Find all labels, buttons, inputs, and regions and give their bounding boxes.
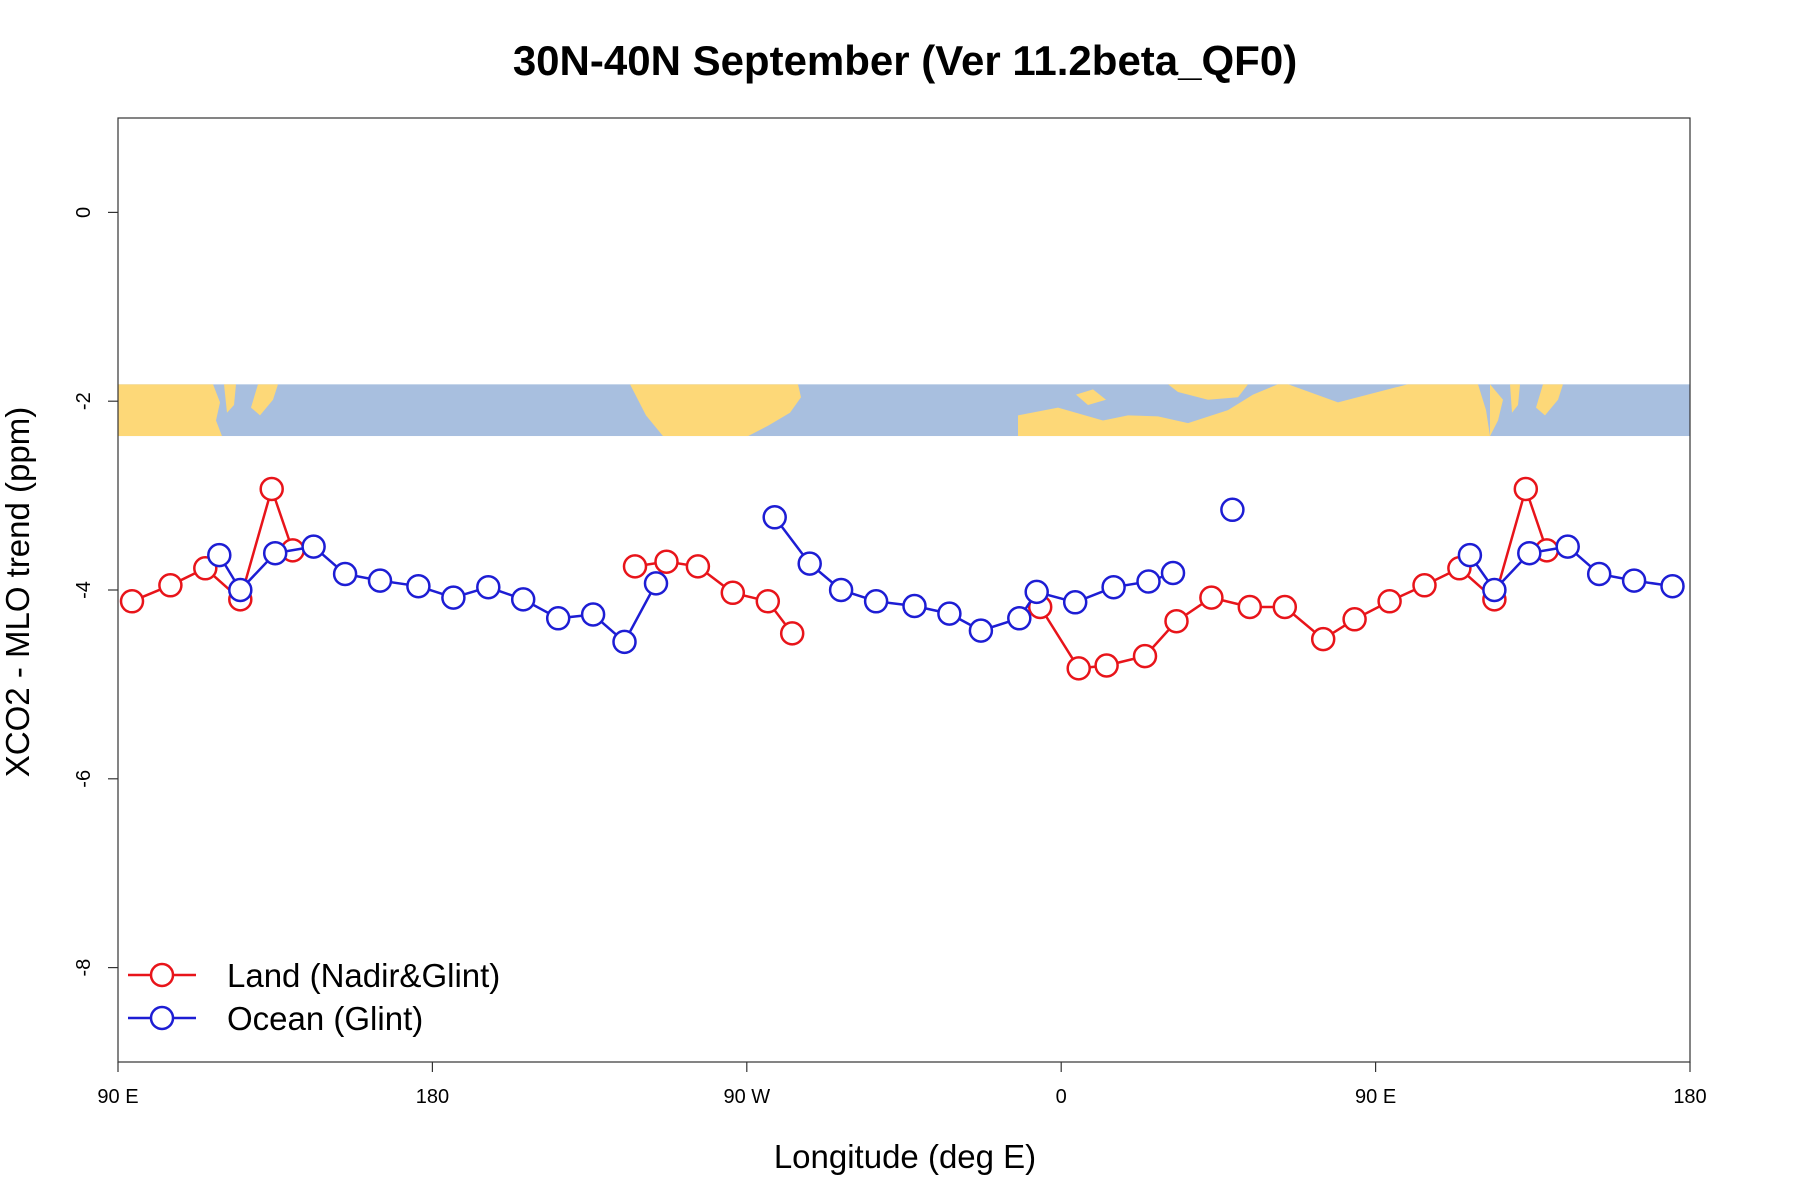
map-land-shape: [251, 384, 278, 416]
y-tick-label: -6: [73, 770, 95, 788]
world-map-band: [118, 384, 1690, 437]
map-land: [118, 384, 1563, 437]
data-point: [1062, 590, 1088, 615]
data-point: [1272, 594, 1298, 620]
x-tick-label: 90 E: [1355, 1086, 1396, 1108]
data-point: [228, 577, 253, 603]
data-point: [762, 505, 787, 530]
data-point: [937, 601, 962, 626]
data-point: [1517, 540, 1542, 566]
legend-ocean-label: Ocean (Glint): [227, 1000, 423, 1037]
data-point: [654, 549, 679, 574]
data-point: [622, 554, 648, 579]
data-point: [367, 568, 393, 593]
axes: 90 E 180 90 W 0 90 E 180 0 -2 -4 -6 -8: [73, 117, 1707, 1108]
data-point: [476, 574, 501, 600]
y-tick-label: -8: [73, 959, 95, 977]
data-point: [1482, 577, 1507, 603]
x-tick-label: 0: [1056, 1086, 1067, 1108]
data-point: [1136, 569, 1161, 594]
data-point: [1101, 574, 1126, 600]
data-point: [1164, 608, 1189, 634]
y-tick-label: -4: [73, 581, 95, 599]
data-point: [1412, 573, 1437, 598]
series-line: [773, 516, 1174, 632]
map-land-shape: [118, 384, 222, 437]
data-point: [1094, 653, 1119, 678]
data-point: [1160, 560, 1186, 586]
map-land-shape: [1168, 384, 1248, 400]
legend: Land (Nadir&Glint) Ocean (Glint): [128, 957, 500, 1037]
data-point: [406, 573, 431, 599]
data-point: [1007, 606, 1032, 631]
map-land-shape: [630, 384, 801, 437]
map-land-shape: [1076, 389, 1106, 405]
y-tick-label: -2: [73, 392, 95, 410]
map-land-shape: [1490, 384, 1503, 437]
data-point: [1342, 607, 1367, 632]
data-point: [1660, 573, 1685, 599]
data-point: [207, 542, 232, 568]
series-layer: [119, 476, 1685, 681]
data-point: [158, 573, 183, 598]
data-point: [1024, 579, 1049, 605]
data-point: [1199, 585, 1224, 610]
map-land-shape: [224, 384, 236, 413]
data-point: [797, 551, 822, 576]
legend-land-marker: [149, 962, 175, 988]
data-point: [580, 602, 606, 627]
chart-title: 30N-40N September (Ver 11.2beta_QF0): [513, 37, 1297, 84]
data-point: [119, 589, 145, 614]
data-point: [262, 540, 288, 566]
data-point: [510, 587, 536, 612]
data-point: [612, 629, 637, 655]
data-point: [1132, 643, 1158, 669]
data-point: [1621, 568, 1647, 593]
y-axis-title: XCO2 - MLO trend (ppm): [0, 407, 36, 777]
data-point: [968, 618, 994, 643]
data-point: [1586, 561, 1612, 587]
legend-ocean-marker: [149, 1005, 175, 1031]
data-point: [1066, 656, 1091, 681]
x-axis-title: Longitude (deg E): [774, 1138, 1036, 1175]
x-tick-label: 90 W: [723, 1086, 770, 1108]
legend-land-label: Land (Nadir&Glint): [227, 957, 500, 994]
x-tick-label: 180: [1673, 1086, 1706, 1108]
map-land-shape: [1510, 384, 1520, 413]
series-line: [218, 545, 658, 644]
data-point: [720, 580, 746, 606]
data-point: [1457, 542, 1483, 568]
data-point: [1555, 534, 1580, 559]
data-point: [828, 577, 854, 603]
data-point: [643, 571, 669, 596]
series-line: [1039, 484, 1548, 670]
y-tick-label: 0: [73, 207, 95, 218]
map-land-shape: [1018, 384, 1490, 437]
data-point: [332, 561, 358, 587]
data-point: [779, 621, 805, 646]
data-point: [259, 476, 284, 502]
map-land-shape: [1536, 384, 1563, 416]
data-point: [1237, 594, 1263, 620]
x-tick-label: 90 E: [97, 1086, 138, 1108]
data-point: [685, 554, 711, 579]
data-point: [1310, 626, 1336, 652]
data-point: [755, 589, 781, 614]
data-point: [863, 589, 889, 614]
series-ocean: [207, 497, 1685, 655]
data-point: [1513, 476, 1539, 502]
plot-frame: [117, 117, 1691, 1063]
data-point: [1377, 589, 1402, 614]
data-point: [902, 593, 927, 619]
x-tick-label: 180: [416, 1086, 449, 1108]
data-point: [545, 606, 571, 631]
data-point: [1220, 497, 1245, 523]
data-point: [441, 585, 466, 610]
data-point: [301, 534, 326, 559]
